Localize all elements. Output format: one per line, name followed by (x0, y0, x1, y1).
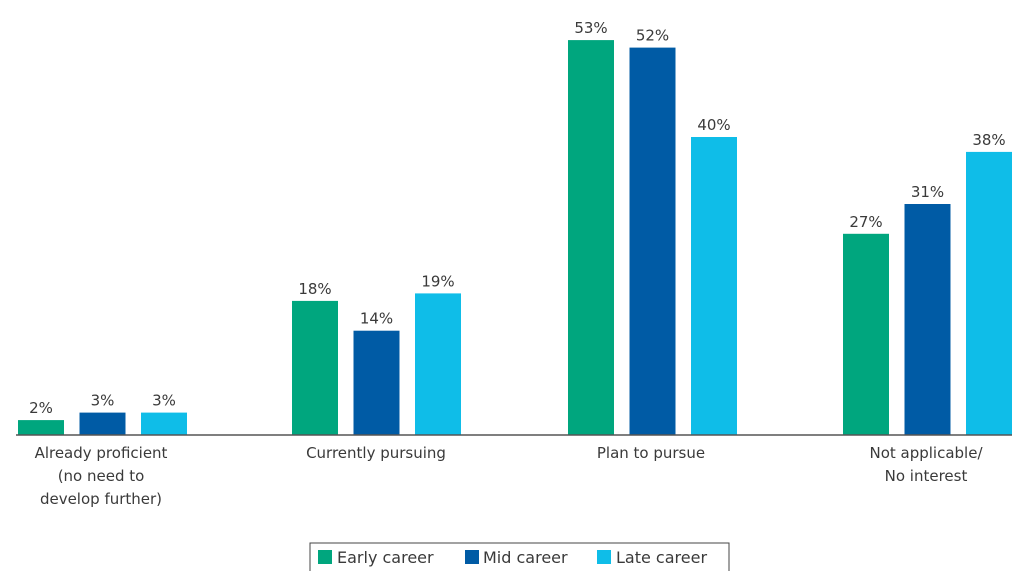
value-label-early-career-0: 2% (29, 399, 53, 417)
category-label-3-line-1: No interest (885, 467, 968, 485)
value-labels-layer: 2% 18% 53% 27% 3% 14% 52% 31% 3% 19% 40% 38% (29, 19, 1006, 417)
legend-label-late-career: Late career (616, 548, 707, 567)
value-label-early-career-1: 18% (298, 280, 331, 298)
value-label-late-career-0: 3% (152, 392, 176, 410)
bar-late-career-1 (415, 293, 461, 435)
value-label-mid-career-2: 52% (636, 27, 669, 45)
value-label-late-career-3: 38% (972, 131, 1005, 149)
bar-late-career-0 (141, 412, 187, 435)
legend: Early career Mid career Late career (309, 542, 730, 571)
value-label-late-career-1: 19% (421, 272, 454, 290)
category-label-0-line-0: Already proficient (35, 444, 168, 462)
value-label-mid-career-3: 31% (911, 183, 944, 201)
bar-late-career-3 (966, 151, 1012, 435)
bar-early-career-3 (843, 233, 889, 435)
bar-early-career-2 (568, 40, 614, 435)
category-label-1-line-0: Currently pursuing (306, 444, 446, 462)
value-label-early-career-2: 53% (574, 19, 607, 37)
value-label-early-career-3: 27% (849, 213, 882, 231)
bar-early-career-1 (292, 300, 338, 435)
value-label-mid-career-1: 14% (360, 310, 393, 328)
bar-late-career-2 (691, 137, 737, 435)
bar-mid-career-1 (353, 330, 400, 435)
bar-mid-career-0 (79, 412, 126, 435)
category-label-2-line-0: Plan to pursue (597, 444, 705, 462)
bar-early-career-0 (18, 420, 64, 435)
category-label-0-line-2: develop further) (40, 490, 162, 508)
category-label-0-line-1: (no need to (58, 467, 145, 485)
legend-label-mid-career: Mid career (483, 548, 568, 567)
bar-mid-career-2 (629, 47, 676, 435)
legend-swatch-early-career (318, 550, 332, 564)
category-labels-layer: Already proficient (no need to develop fur… (35, 444, 984, 508)
bars-layer (18, 40, 1012, 435)
legend-label-early-career: Early career (337, 548, 434, 567)
legend-box (309, 542, 730, 571)
value-label-late-career-2: 40% (697, 116, 730, 134)
value-label-mid-career-0: 3% (91, 392, 115, 410)
legend-swatch-mid-career (465, 550, 479, 564)
category-label-3-line-0: Not applicable/ (869, 444, 983, 462)
bar-mid-career-3 (904, 204, 951, 435)
legend-swatch-late-career (597, 550, 611, 564)
